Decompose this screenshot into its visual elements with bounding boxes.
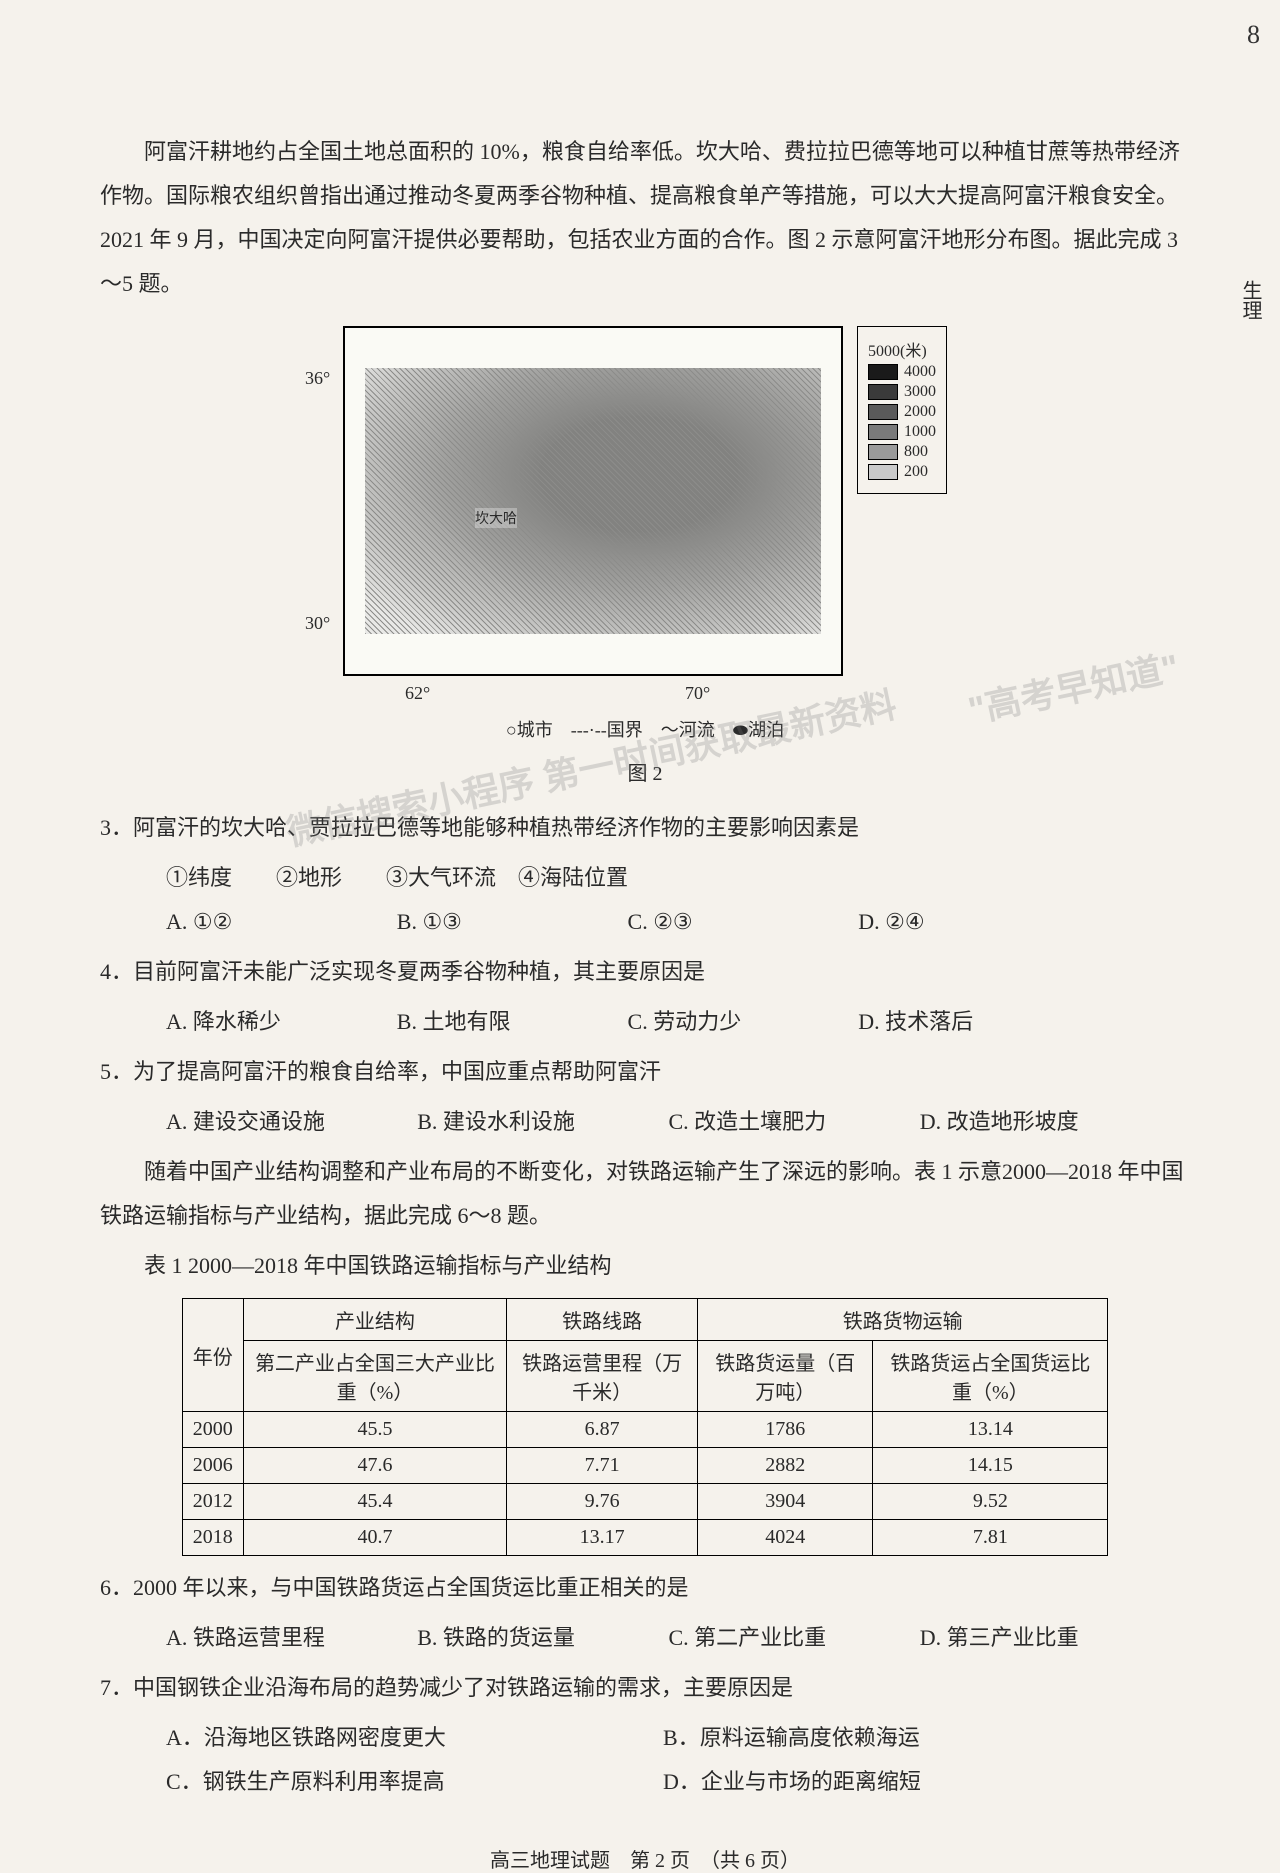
q4-opt-b: B. 土地有限: [397, 1000, 622, 1044]
lon-70: 70°: [685, 683, 710, 704]
map-symbols-legend: ○城市 ---·--国界 ～河流 ⬬湖泊: [343, 716, 947, 742]
question-5: 5．为了提高阿富汗的粮食自给率，中国应重点帮助阿富汗: [100, 1050, 1190, 1094]
q3-opt-c: C. ②③: [628, 900, 853, 944]
page-number-edge: 8: [1247, 20, 1260, 50]
cell: 7.81: [873, 1520, 1108, 1556]
th-second-industry: 第二产业占全国三大产业比重（%）: [243, 1341, 506, 1412]
cell: 2882: [698, 1448, 873, 1484]
q5-options: A. 建设交通设施 B. 建设水利设施 C. 改造土壤肥力 D. 改造地形坡度: [100, 1100, 1190, 1144]
q5-opt-a: A. 建设交通设施: [166, 1100, 412, 1144]
question-6: 6．2000 年以来，与中国铁路货运占全国货运比重正相关的是: [100, 1566, 1190, 1610]
table-row: 2012 45.4 9.76 3904 9.52: [182, 1484, 1108, 1520]
q7-opt-b: B．原料运输高度依赖海运: [663, 1716, 1155, 1760]
q5-opt-c: C. 改造土壤肥力: [669, 1100, 915, 1144]
q3-opt-a: A. ①②: [166, 900, 391, 944]
page-footer: 高三地理试题 第 2 页 （共 6 页）: [100, 1844, 1190, 1873]
cell: 47.6: [243, 1448, 506, 1484]
lat-30: 30°: [305, 613, 330, 634]
q7-opt-a: A．沿海地区铁路网密度更大: [166, 1716, 658, 1760]
q4-options: A. 降水稀少 B. 土地有限 C. 劳动力少 D. 技术落后: [100, 1000, 1190, 1044]
q7-opt-c: C．钢铁生产原料利用率提高: [166, 1760, 658, 1804]
question-7: 7．中国钢铁企业沿海布局的趋势减少了对铁路运输的需求，主要原因是: [100, 1666, 1190, 1710]
table-row: 2006 47.6 7.71 2882 14.15: [182, 1448, 1108, 1484]
cell: 9.76: [507, 1484, 698, 1520]
city-kandahar: 坎大哈: [475, 508, 517, 528]
table-title: 表 1 2000—2018 年中国铁路运输指标与产业结构: [100, 1244, 1190, 1288]
railway-data-table: 年份 产业结构 铁路线路 铁路货物运输 第二产业占全国三大产业比重（%） 铁路运…: [182, 1298, 1109, 1556]
q3-factors: ①纬度 ②地形 ③大气环流 ④海陆位置: [100, 856, 1190, 900]
cell: 14.15: [873, 1448, 1108, 1484]
cell: 40.7: [243, 1520, 506, 1556]
lon-62: 62°: [405, 683, 430, 704]
q7-opt-d: D．企业与市场的距离缩短: [663, 1760, 1155, 1804]
q5-opt-d: D. 改造地形坡度: [920, 1100, 1166, 1144]
table-header-row-2: 第二产业占全国三大产业比重（%） 铁路运营里程（万千米） 铁路货运量（百万吨） …: [182, 1341, 1108, 1412]
q4-opt-c: C. 劳动力少: [628, 1000, 853, 1044]
q4-opt-a: A. 降水稀少: [166, 1000, 391, 1044]
table-row: 2000 45.5 6.87 1786 13.14: [182, 1412, 1108, 1448]
cell: 1786: [698, 1412, 873, 1448]
legend-title: 5000(米): [868, 337, 936, 361]
legend-val: 4000: [904, 363, 936, 381]
cell: 2006: [182, 1448, 243, 1484]
table-intro-paragraph: 随着中国产业结构调整和产业布局的不断变化，对铁路运输产生了深远的影响。表 1 示…: [100, 1150, 1190, 1238]
question-3: 3．阿富汗的坎大哈、贾拉拉巴德等地能够种植热带经济作物的主要影响因素是: [100, 806, 1190, 850]
cell: 45.5: [243, 1412, 506, 1448]
q3-options: A. ①② B. ①③ C. ②③ D. ②④: [100, 900, 1190, 944]
elevation-legend: 5000(米) 4000 3000 2000 1000 800 200: [857, 326, 947, 494]
q7-options-row2: C．钢铁生产原料利用率提高 D．企业与市场的距离缩短: [100, 1760, 1190, 1804]
cell: 13.14: [873, 1412, 1108, 1448]
legend-val: 800: [904, 443, 928, 461]
th-mileage: 铁路运营里程（万千米）: [507, 1341, 698, 1412]
question-4: 4．目前阿富汗未能广泛实现冬夏两季谷物种植，其主要原因是: [100, 950, 1190, 994]
q4-opt-d: D. 技术落后: [858, 1000, 1083, 1044]
q3-opt-d: D. ②④: [858, 900, 1083, 944]
intro-paragraph: 阿富汗耕地约占全国土地总面积的 10%，粮食自给率低。坎大哈、费拉拉巴德等地可以…: [100, 130, 1190, 306]
q6-opt-b: B. 铁路的货运量: [417, 1616, 663, 1660]
cell: 2012: [182, 1484, 243, 1520]
th-industry: 产业结构: [243, 1299, 506, 1341]
q6-opt-c: C. 第二产业比重: [669, 1616, 915, 1660]
legend-val: 200: [904, 463, 928, 481]
cell: 9.52: [873, 1484, 1108, 1520]
cell: 13.17: [507, 1520, 698, 1556]
q6-opt-a: A. 铁路运营里程: [166, 1616, 412, 1660]
th-year: 年份: [182, 1299, 243, 1412]
th-rail-line: 铁路线路: [507, 1299, 698, 1341]
cell: 2018: [182, 1520, 243, 1556]
q6-options: A. 铁路运营里程 B. 铁路的货运量 C. 第二产业比重 D. 第三产业比重: [100, 1616, 1190, 1660]
figure-2-container: 36° 30° 62° 70° 坎大哈 5000(米) 4000 3000 20…: [100, 326, 1190, 786]
q6-opt-d: D. 第三产业比重: [920, 1616, 1166, 1660]
legend-val: 2000: [904, 403, 936, 421]
cell: 7.71: [507, 1448, 698, 1484]
table-row: 2018 40.7 13.17 4024 7.81: [182, 1520, 1108, 1556]
cell: 6.87: [507, 1412, 698, 1448]
figure-caption: 图 2: [343, 757, 947, 786]
cell: 4024: [698, 1520, 873, 1556]
th-rail-freight: 铁路货物运输: [698, 1299, 1108, 1341]
q3-opt-b: B. ①③: [397, 900, 622, 944]
th-freight-volume: 铁路货运量（百万吨）: [698, 1341, 873, 1412]
side-annotation: 生理: [1236, 280, 1265, 320]
th-freight-ratio: 铁路货运占全国货运比重（%）: [873, 1341, 1108, 1412]
legend-val: 1000: [904, 423, 936, 441]
map-terrain: [365, 368, 821, 634]
q5-opt-b: B. 建设水利设施: [417, 1100, 663, 1144]
afghanistan-map: 36° 30° 62° 70° 坎大哈: [343, 326, 843, 676]
cell: 2000: [182, 1412, 243, 1448]
lat-36: 36°: [305, 368, 330, 389]
table-header-row-1: 年份 产业结构 铁路线路 铁路货物运输: [182, 1299, 1108, 1341]
q7-options-row1: A．沿海地区铁路网密度更大 B．原料运输高度依赖海运: [100, 1716, 1190, 1760]
cell: 3904: [698, 1484, 873, 1520]
legend-val: 3000: [904, 383, 936, 401]
cell: 45.4: [243, 1484, 506, 1520]
